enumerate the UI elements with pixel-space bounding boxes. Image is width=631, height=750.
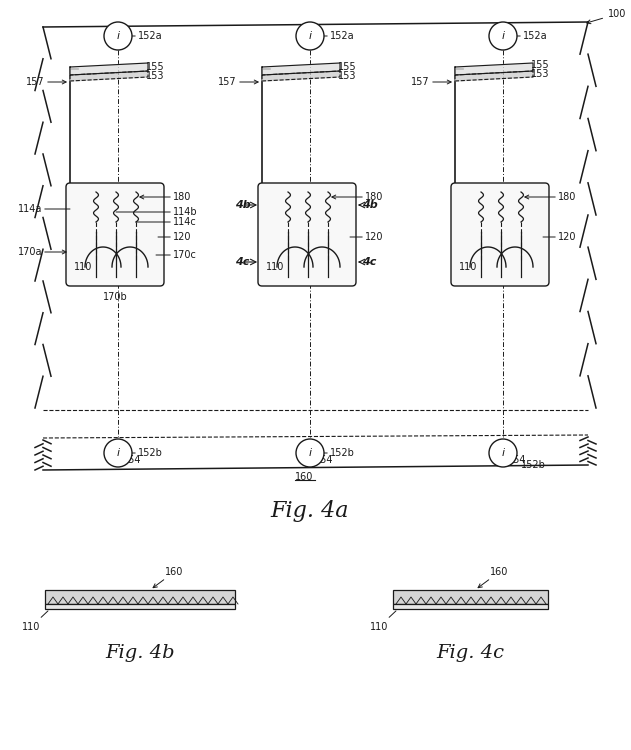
Bar <box>393 604 548 609</box>
Text: 110: 110 <box>74 262 92 272</box>
Polygon shape <box>262 63 340 75</box>
Text: 114a: 114a <box>18 204 70 214</box>
Text: 4c: 4c <box>235 257 249 267</box>
Text: 155: 155 <box>146 62 165 72</box>
Text: 110: 110 <box>21 611 48 632</box>
Circle shape <box>104 439 132 467</box>
Text: 153: 153 <box>338 71 357 81</box>
Text: 153: 153 <box>146 71 165 81</box>
Bar <box>45 590 235 604</box>
Text: 4b: 4b <box>362 200 378 210</box>
Text: 114b: 114b <box>116 207 198 217</box>
Circle shape <box>104 22 132 50</box>
Text: 110: 110 <box>370 611 396 632</box>
Text: i: i <box>309 31 312 41</box>
Text: 157: 157 <box>411 77 451 87</box>
Polygon shape <box>70 71 148 81</box>
Text: 160: 160 <box>295 472 314 482</box>
Text: 100: 100 <box>587 9 627 24</box>
Text: Fig. 4b: Fig. 4b <box>105 644 175 662</box>
Text: 152a: 152a <box>517 31 548 41</box>
Bar <box>393 590 548 604</box>
FancyBboxPatch shape <box>258 183 356 286</box>
Text: i: i <box>309 448 312 458</box>
Text: 110: 110 <box>266 262 285 272</box>
Text: 160: 160 <box>478 567 509 588</box>
Bar <box>45 604 235 609</box>
Polygon shape <box>70 63 148 75</box>
Text: 155: 155 <box>531 60 550 70</box>
Text: 180: 180 <box>332 192 384 202</box>
Text: 170c: 170c <box>156 250 197 260</box>
Text: 154: 154 <box>315 455 334 465</box>
Text: 152a: 152a <box>132 31 163 41</box>
Text: 152a: 152a <box>324 31 355 41</box>
Text: 152b: 152b <box>132 448 163 458</box>
Text: 4c: 4c <box>362 257 376 267</box>
Text: 155: 155 <box>338 62 357 72</box>
Text: i: i <box>502 31 505 41</box>
Polygon shape <box>455 71 533 81</box>
Text: 154: 154 <box>508 455 526 465</box>
Text: i: i <box>117 31 119 41</box>
Text: 170a: 170a <box>18 247 66 257</box>
Text: 120: 120 <box>350 232 384 242</box>
Text: 152b: 152b <box>324 448 355 458</box>
Text: 110: 110 <box>459 262 478 272</box>
Text: 114c: 114c <box>136 217 197 227</box>
Text: 120: 120 <box>158 232 191 242</box>
Text: 120: 120 <box>543 232 577 242</box>
Text: Fig. 4a: Fig. 4a <box>271 500 349 522</box>
Text: i: i <box>117 448 119 458</box>
Polygon shape <box>455 63 533 75</box>
Text: 4b: 4b <box>235 200 251 210</box>
Text: 157: 157 <box>218 77 258 87</box>
Text: 180: 180 <box>525 192 576 202</box>
Text: 157: 157 <box>27 77 66 87</box>
FancyBboxPatch shape <box>451 183 549 286</box>
Text: Fig. 4c: Fig. 4c <box>436 644 504 662</box>
Circle shape <box>296 22 324 50</box>
Circle shape <box>489 439 517 467</box>
Text: 160: 160 <box>153 567 184 588</box>
Text: 152b: 152b <box>521 460 546 470</box>
Text: 180: 180 <box>140 192 191 202</box>
Circle shape <box>296 439 324 467</box>
Text: 154: 154 <box>123 455 141 465</box>
Text: 153: 153 <box>531 69 550 79</box>
FancyBboxPatch shape <box>66 183 164 286</box>
Text: i: i <box>502 448 505 458</box>
Text: 170b: 170b <box>103 292 127 302</box>
Circle shape <box>489 22 517 50</box>
Polygon shape <box>262 71 340 81</box>
